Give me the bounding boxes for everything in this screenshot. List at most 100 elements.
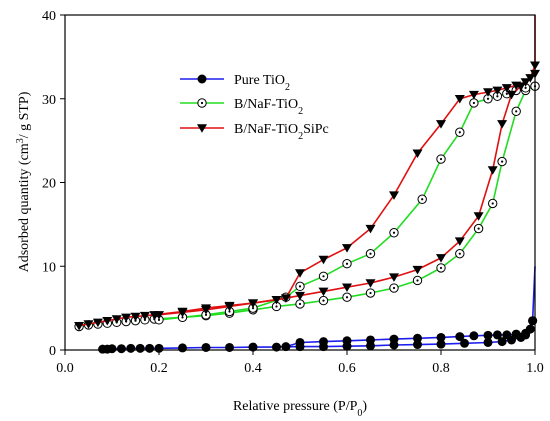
series-1-desorption-point-7-dot bbox=[458, 131, 461, 134]
series-1-adsorption-point-14-dot bbox=[298, 302, 302, 306]
series-1-adsorption-point-18-dot bbox=[392, 286, 396, 290]
series-1-desorption-point-20-dot bbox=[157, 318, 161, 321]
series-2-adsorption-point-3 bbox=[102, 316, 113, 326]
series-1-adsorption-point-25 bbox=[511, 106, 521, 117]
series-2-adsorption-point-17 bbox=[365, 279, 376, 288]
series-1-desorption-point-10-dot bbox=[392, 231, 396, 234]
series-2-desorption-point-1 bbox=[520, 78, 531, 87]
x-tick-label-3: 0.6 bbox=[338, 361, 356, 376]
y-tick-label-1: 10 bbox=[42, 260, 56, 275]
series-2-adsorption-point-20 bbox=[436, 254, 446, 263]
series-2-adsorption-point-18 bbox=[389, 273, 399, 282]
series-1-desorption-point-9 bbox=[417, 194, 427, 204]
series-1-adsorption-point-19-dot bbox=[416, 279, 419, 282]
series-2-adsorption-point-14 bbox=[295, 291, 305, 301]
series-1-desorption-point-19-dot bbox=[181, 316, 184, 319]
series-1-adsorption-point-13-dot bbox=[275, 305, 278, 308]
series-1-desorption-point-14-dot bbox=[298, 285, 302, 288]
series-2-adsorption-point-1 bbox=[83, 320, 94, 329]
x-tick-label-4: 0.8 bbox=[432, 361, 450, 376]
series-2-desorption-point-12 bbox=[342, 244, 352, 253]
series-0-desorption-point-12 bbox=[342, 336, 352, 346]
series-0-adsorption-point-20 bbox=[460, 338, 469, 348]
series-0 bbox=[98, 266, 538, 354]
series-2-desorption-point-3 bbox=[501, 84, 512, 93]
series-2-adsorption-point-25 bbox=[506, 90, 517, 100]
series-1-adsorption-point-20-dot bbox=[439, 266, 443, 270]
series-0-adsorption-point-9 bbox=[201, 342, 211, 352]
series-2-desorption-point-4 bbox=[492, 86, 503, 96]
series-0-adsorption-point-19 bbox=[436, 339, 446, 349]
series-1-desorption-point-17-dot bbox=[228, 310, 231, 313]
series-2-desorption-point-9 bbox=[412, 149, 423, 158]
series-0-desorption-point-13 bbox=[319, 337, 328, 347]
series-2-desorption-point-16 bbox=[248, 299, 258, 308]
series-0-desorption-point-7 bbox=[455, 332, 465, 342]
series-0-desorption-line bbox=[285, 320, 534, 348]
series-1-desorption-point-16-dot bbox=[251, 307, 255, 310]
series-1-adsorption-line bbox=[78, 85, 536, 328]
series-1-desorption-point-11-dot bbox=[369, 252, 372, 255]
series-1-desorption-point-13-dot bbox=[322, 275, 325, 278]
x-tick-label-5: 1.0 bbox=[526, 361, 544, 376]
series-1-adsorption-point-15-dot bbox=[322, 299, 325, 302]
series-2-adsorption-point-2 bbox=[92, 318, 103, 328]
series-1-adsorption-point-21-dot bbox=[458, 252, 461, 255]
series-2-desorption-point-2 bbox=[511, 81, 522, 91]
series-2-desorption-point-15 bbox=[280, 294, 291, 303]
series-1-adsorption-point-16 bbox=[342, 292, 352, 302]
series-1-desorption-point-14 bbox=[295, 281, 305, 292]
x-tick-label-2: 0.4 bbox=[244, 361, 262, 376]
series-2-adsorption-point-19 bbox=[412, 265, 423, 275]
series-0-adsorption-point-18 bbox=[413, 340, 422, 350]
y-tick-label-4: 40 bbox=[42, 9, 56, 24]
series-0-adsorption-point-5 bbox=[135, 343, 145, 353]
series-2-desorption-point-19 bbox=[177, 308, 188, 318]
series-2-adsorption-point-4 bbox=[111, 315, 122, 324]
series-1-adsorption-point-19 bbox=[412, 275, 423, 286]
series-0-desorption-point-14 bbox=[295, 337, 305, 347]
series-2-desorption-point-7 bbox=[454, 95, 465, 104]
series-0-adsorption-point-11 bbox=[248, 342, 258, 352]
series-1-desorption-point-8-dot bbox=[439, 157, 443, 161]
series-2-adsorption-point-6 bbox=[130, 312, 141, 322]
series-1-adsorption-point-16-dot bbox=[345, 296, 349, 299]
series-1-desorption-point-7 bbox=[455, 127, 465, 137]
series-1-desorption-point-18-dot bbox=[204, 313, 208, 316]
series-0-desorption-point-1 bbox=[521, 328, 531, 338]
series-1-desorption-point-1-dot bbox=[524, 86, 527, 89]
series-2-desorption-point-6 bbox=[468, 90, 479, 100]
series-0-desorption-point-11 bbox=[366, 335, 375, 345]
y-axis-title: Adsorbed quantity (cm3/ g STP) bbox=[15, 91, 33, 272]
series-1-desorption-point-9-dot bbox=[421, 198, 424, 201]
series-2-desorption-point-10 bbox=[389, 191, 399, 200]
legend-label-2: B/NaF-TiO2SiPc bbox=[234, 122, 329, 142]
series-1-adsorption-point-22-dot bbox=[477, 227, 480, 230]
series-2-desorption-point-17 bbox=[224, 302, 235, 312]
axes-layer: 0.0 0.2 0.4 0.6 0.8 1.0 0 10 20 30 40 bbox=[42, 9, 544, 376]
series-1-desorption-point-4-dot bbox=[496, 95, 499, 98]
series-1-adsorption-point-23 bbox=[488, 198, 498, 209]
series-0-adsorption-point-2 bbox=[107, 344, 117, 354]
series-1-adsorption-point-17 bbox=[365, 288, 376, 298]
series-2-desorption-point-20 bbox=[154, 311, 164, 320]
series-1-desorption-point-20 bbox=[154, 315, 164, 325]
series-1-desorption-point-6-dot bbox=[472, 101, 475, 105]
series-2-desorption-point-14 bbox=[295, 269, 305, 278]
series-0-desorption-point-0 bbox=[528, 316, 538, 326]
series-2-adsorption-point-24 bbox=[497, 120, 508, 129]
series-1-adsorption-point-25-dot bbox=[515, 110, 518, 113]
series-0-adsorption-point-21 bbox=[483, 337, 493, 347]
series-2-adsorption-point-0 bbox=[74, 321, 85, 331]
legend-marker-2 bbox=[197, 124, 207, 133]
series-2-adsorption-point-15 bbox=[318, 287, 329, 297]
series-0-desorption-point-6 bbox=[469, 331, 479, 341]
series-0-desorption-point-5 bbox=[483, 330, 493, 340]
series-2-adsorption-point-13 bbox=[271, 296, 282, 305]
series-0-adsorption-point-10 bbox=[225, 342, 234, 352]
series-1-desorption-point-8 bbox=[436, 154, 446, 164]
legend-marker-0 bbox=[197, 74, 207, 84]
x-axis-title: Relative pressure (P/P0) bbox=[233, 399, 367, 419]
series-1 bbox=[74, 81, 540, 332]
